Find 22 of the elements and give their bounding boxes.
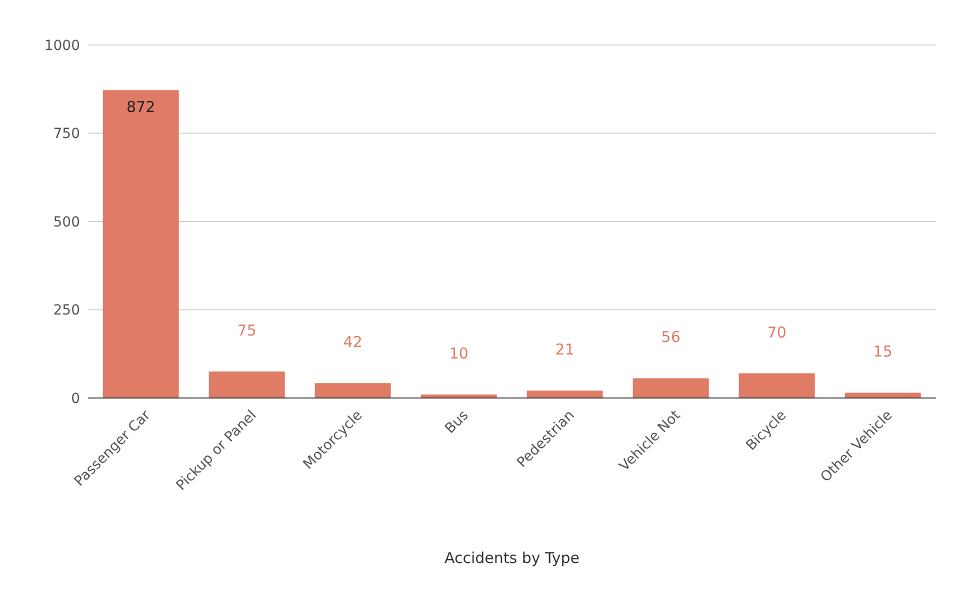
data-label: 42 xyxy=(343,333,362,352)
bar xyxy=(844,392,921,398)
bar xyxy=(632,378,709,398)
x-axis-title: Accidents by Type xyxy=(444,549,580,567)
y-tick-label: 0 xyxy=(71,390,80,407)
data-label: 75 xyxy=(237,322,256,340)
data-label: 10 xyxy=(449,344,468,362)
bar xyxy=(526,390,603,398)
bar xyxy=(102,90,179,398)
y-tick-label: 1000 xyxy=(44,38,80,54)
bar xyxy=(738,373,815,398)
data-label: 15 xyxy=(873,342,892,361)
bar xyxy=(314,383,391,398)
data-label: 872 xyxy=(126,98,156,116)
y-tick-label: 500 xyxy=(53,214,80,230)
data-label: 56 xyxy=(661,328,680,346)
x-tick-label: Bus xyxy=(442,407,472,437)
data-label: 21 xyxy=(555,340,574,359)
y-tick-label: 250 xyxy=(53,302,80,319)
y-tick-label: 750 xyxy=(53,126,80,142)
bar xyxy=(208,372,285,398)
data-label: 70 xyxy=(767,323,786,342)
